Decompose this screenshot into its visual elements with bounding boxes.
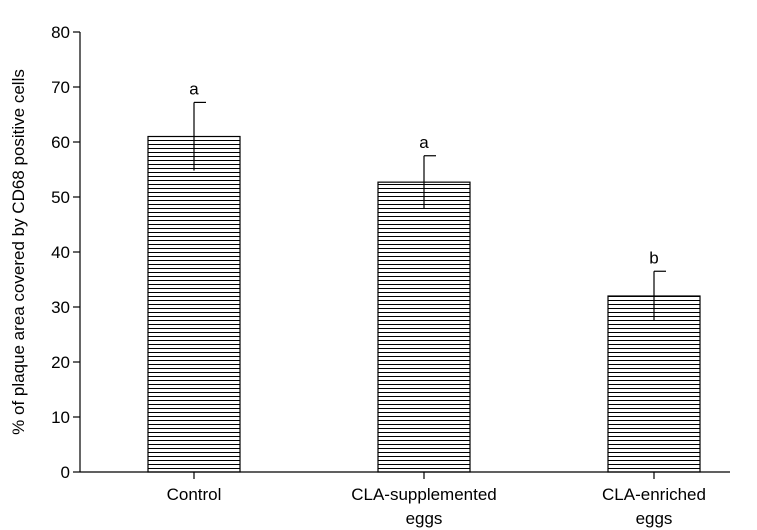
axes-layer [73, 31, 730, 479]
significance-letter-0: a [189, 79, 199, 98]
y-tick-label-60: 60 [51, 133, 70, 152]
bar-2 [607, 295, 701, 473]
y-tick-label-30: 30 [51, 298, 70, 317]
bar-1 [377, 181, 471, 473]
bar-0 [147, 135, 241, 473]
x-tick-label-2-line-0: CLA-enriched [602, 485, 706, 504]
y-tick-label-10: 10 [51, 408, 70, 427]
x-tick-label-2-line-1: eggs [636, 509, 673, 528]
error-bars-layer [193, 101, 666, 321]
x-tick-label-0-line-0: Control [167, 485, 222, 504]
y-tick-label-70: 70 [51, 78, 70, 97]
labels-layer: a a b 0 10 20 30 40 50 60 70 80 Control CLA-supplemen… [51, 23, 706, 528]
x-tick-label-1-line-0: CLA-supplemented [351, 485, 497, 504]
significance-letter-1: a [419, 133, 429, 152]
x-tick-label-1-line-1: eggs [406, 509, 443, 528]
y-tick-label-40: 40 [51, 243, 70, 262]
y-tick-label-20: 20 [51, 353, 70, 372]
y-tick-label-50: 50 [51, 188, 70, 207]
significance-letter-2: b [649, 248, 658, 267]
y-axis-title: % of plaque area covered by CD68 positiv… [9, 69, 28, 435]
y-tick-label-0: 0 [61, 463, 70, 482]
y-tick-label-80: 80 [51, 23, 70, 42]
